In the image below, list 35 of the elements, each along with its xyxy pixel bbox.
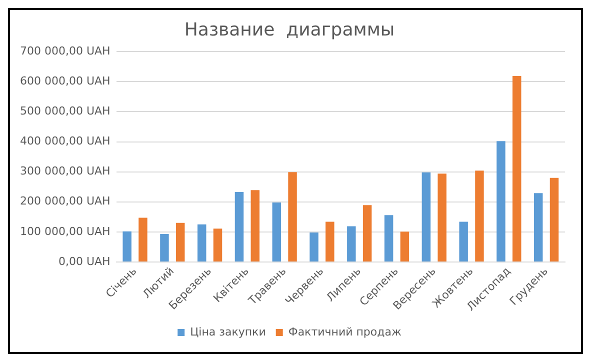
y-tick-label: 100 000,00 UAH bbox=[20, 224, 110, 238]
legend-label: Ціна закупки bbox=[190, 325, 266, 338]
y-tick-label: 500 000,00 UAH bbox=[20, 104, 110, 118]
bar bbox=[310, 232, 318, 262]
bar bbox=[496, 141, 506, 262]
bar bbox=[422, 172, 431, 262]
bar bbox=[213, 228, 222, 262]
y-tick-label: 600 000,00 UAH bbox=[20, 74, 110, 88]
bar bbox=[438, 174, 446, 262]
legend-label: Фактичний продаж bbox=[288, 325, 402, 338]
bar bbox=[122, 231, 132, 262]
bar bbox=[234, 192, 244, 262]
bar bbox=[197, 224, 206, 262]
bar bbox=[272, 202, 282, 262]
bar bbox=[362, 205, 372, 262]
bar bbox=[160, 234, 169, 262]
bar bbox=[176, 222, 185, 262]
bar bbox=[459, 222, 468, 262]
bar bbox=[512, 76, 522, 262]
y-tick-label: 700 000,00 UAH bbox=[20, 44, 110, 58]
bar bbox=[384, 215, 394, 262]
bar bbox=[475, 170, 484, 262]
bar bbox=[288, 172, 297, 262]
y-tick-label: 400 000,00 UAH bbox=[20, 134, 110, 148]
bar bbox=[250, 190, 260, 262]
y-tick-label: 200 000,00 UAH bbox=[20, 194, 110, 208]
y-tick-label: 0,00 UAH bbox=[58, 254, 110, 268]
bar bbox=[534, 193, 543, 262]
bar bbox=[138, 218, 148, 262]
bar bbox=[550, 178, 559, 262]
y-tick-label: 300 000,00 UAH bbox=[20, 164, 110, 178]
bar bbox=[326, 222, 334, 262]
bar bbox=[347, 226, 356, 262]
chart-title: Название диаграммы bbox=[184, 19, 395, 40]
bar bbox=[400, 232, 410, 262]
